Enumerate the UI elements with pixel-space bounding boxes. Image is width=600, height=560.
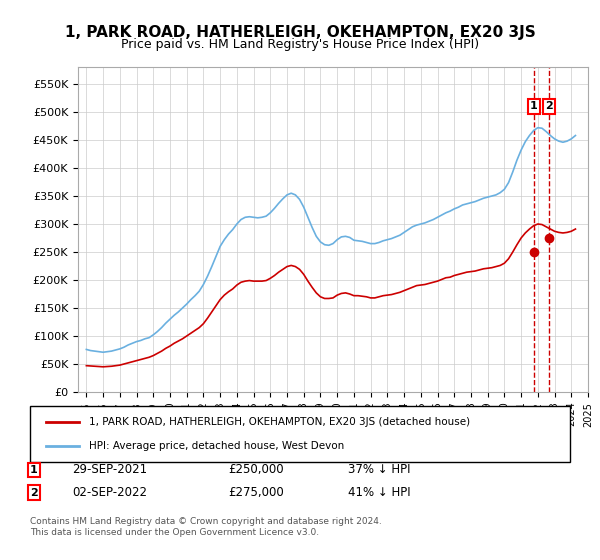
Text: 1: 1 <box>30 465 38 475</box>
FancyBboxPatch shape <box>30 406 570 462</box>
Text: 29-SEP-2021: 29-SEP-2021 <box>72 463 147 476</box>
Text: 2: 2 <box>30 488 38 498</box>
Text: 1, PARK ROAD, HATHERLEIGH, OKEHAMPTON, EX20 3JS: 1, PARK ROAD, HATHERLEIGH, OKEHAMPTON, E… <box>65 25 535 40</box>
Text: £250,000: £250,000 <box>228 463 284 476</box>
Text: £275,000: £275,000 <box>228 486 284 498</box>
Text: 2: 2 <box>545 101 553 111</box>
Text: 41% ↓ HPI: 41% ↓ HPI <box>348 486 410 498</box>
Text: 1: 1 <box>530 101 538 111</box>
Text: 37% ↓ HPI: 37% ↓ HPI <box>348 463 410 476</box>
Text: 02-SEP-2022: 02-SEP-2022 <box>72 486 147 498</box>
Text: Price paid vs. HM Land Registry's House Price Index (HPI): Price paid vs. HM Land Registry's House … <box>121 38 479 51</box>
Text: Contains HM Land Registry data © Crown copyright and database right 2024.: Contains HM Land Registry data © Crown c… <box>30 516 382 526</box>
Text: This data is licensed under the Open Government Licence v3.0.: This data is licensed under the Open Gov… <box>30 528 319 537</box>
Text: 1, PARK ROAD, HATHERLEIGH, OKEHAMPTON, EX20 3JS (detached house): 1, PARK ROAD, HATHERLEIGH, OKEHAMPTON, E… <box>89 417 470 427</box>
Text: HPI: Average price, detached house, West Devon: HPI: Average price, detached house, West… <box>89 441 344 451</box>
